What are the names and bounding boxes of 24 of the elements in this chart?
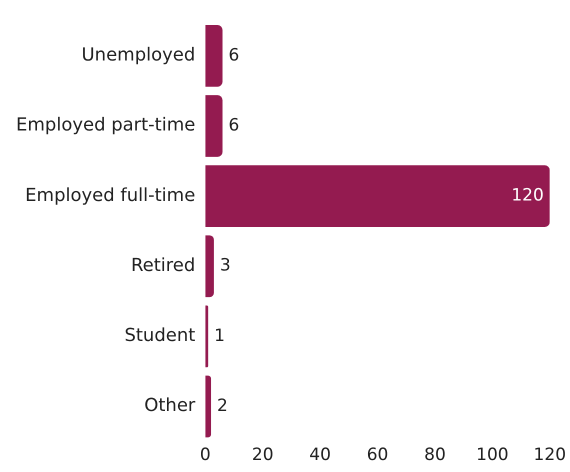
bar xyxy=(205,376,212,438)
data-label: 2 xyxy=(217,396,228,416)
bar xyxy=(205,95,223,157)
y-tick-label: Employed full-time xyxy=(25,184,196,206)
bar xyxy=(205,235,214,298)
data-label: 120 xyxy=(511,186,544,206)
bar xyxy=(205,25,223,87)
x-tick-label: 0 xyxy=(200,445,211,466)
y-tick-label: Other xyxy=(144,395,196,416)
x-tick-label: 20 xyxy=(252,445,274,466)
y-tick-label: Retired xyxy=(130,254,196,276)
y-tick-label: Unemployed xyxy=(82,44,196,66)
x-tick-label: 80 xyxy=(424,445,446,466)
data-label: 6 xyxy=(228,45,240,66)
data-label: 6 xyxy=(228,115,240,136)
x-tick-label: 40 xyxy=(309,445,331,466)
x-tick-label: 100 xyxy=(476,445,509,466)
bar xyxy=(205,165,550,227)
x-tick-label: 120 xyxy=(534,445,566,466)
x-tick-label: 60 xyxy=(366,445,388,466)
y-tick-label: Student xyxy=(124,325,196,346)
data-label: 1 xyxy=(214,326,225,346)
data-label: 3 xyxy=(220,256,231,276)
y-tick-label: Employed part-time xyxy=(16,114,196,136)
